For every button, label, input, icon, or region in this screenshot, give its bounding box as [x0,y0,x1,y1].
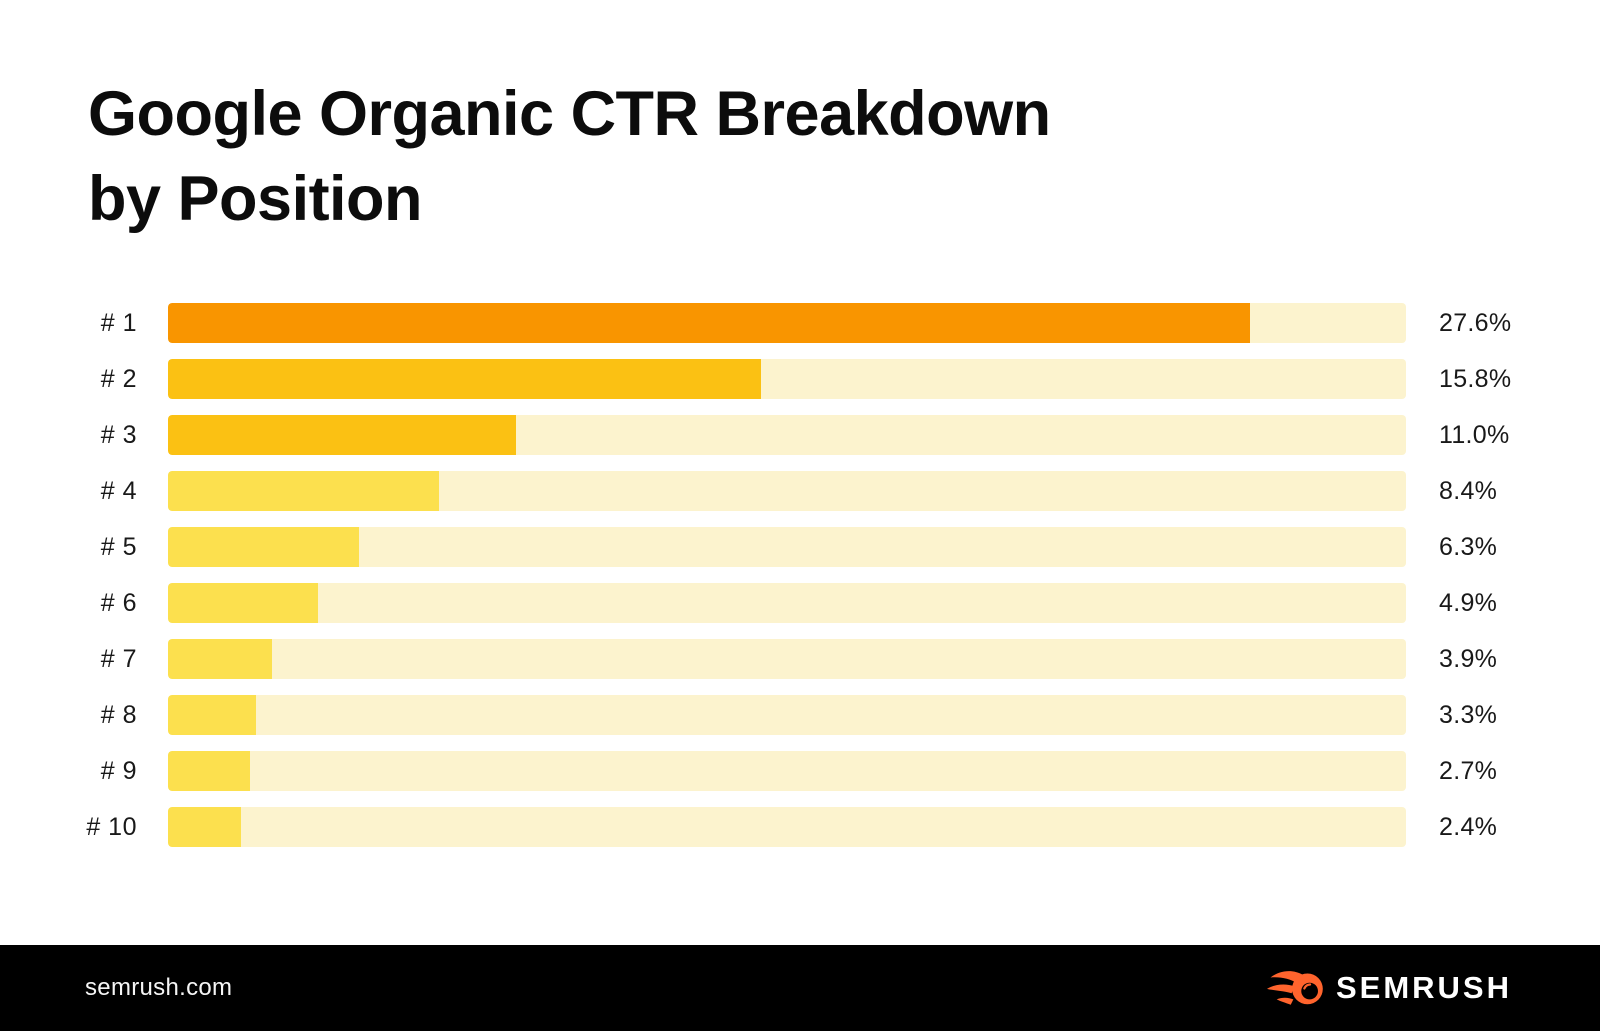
bar-value-label: 27.6% [1439,308,1512,337]
semrush-logo: SEMRUSH [1266,965,1512,1011]
bar-position-label: # 9 [100,756,137,785]
title-line-1: Google Organic CTR Breakdown [88,79,1051,149]
bar-track [168,359,1406,399]
bar-fill [168,415,516,455]
bar-position-label: # 2 [100,364,137,393]
footer: semrush.com SEMRUSH [0,945,1600,1031]
bar-row: # 6 4.9% [0,583,1600,623]
bar-value-label: 2.7% [1439,756,1498,785]
bar-track [168,751,1406,791]
bar-position-label: # 3 [100,420,137,449]
bar-fill [168,303,1250,343]
bar-track [168,639,1406,679]
bar-row: # 9 2.7% [0,751,1600,791]
bar-position-label: # 7 [100,644,137,673]
bar-value-label: 4.9% [1439,588,1498,617]
bar-row: # 8 3.3% [0,695,1600,735]
bar-value-label: 15.8% [1439,364,1512,393]
bar-position-label: # 4 [100,476,137,505]
bar-track [168,695,1406,735]
bar-value-label: 8.4% [1439,476,1498,505]
page-title: Google Organic CTR Breakdown by Position [88,72,1051,242]
bar-fill [168,583,318,623]
bar-position-label: # 10 [86,812,137,841]
bar-value-label: 3.3% [1439,700,1498,729]
bar-row: # 7 3.9% [0,639,1600,679]
bar-row: # 1 27.6% [0,303,1600,343]
bar-track [168,527,1406,567]
bar-value-label: 6.3% [1439,532,1498,561]
bar-track [168,583,1406,623]
bar-fill [168,527,359,567]
bar-value-label: 3.9% [1439,644,1498,673]
bar-value-label: 2.4% [1439,812,1498,841]
bar-fill [168,471,440,511]
bar-row: # 5 6.3% [0,527,1600,567]
semrush-flame-icon [1266,971,1323,1005]
website-url: semrush.com [85,974,233,1001]
bar-row: # 4 8.4% [0,471,1600,511]
bar-row: # 3 11.0% [0,415,1600,455]
bar-track [168,471,1406,511]
ctr-bar-chart: # 1 27.6% # 2 15.8% # 3 11.0% # 4 8.4% # 5 6.3% # … [0,303,1600,863]
brand-wordmark: SEMRUSH [1335,970,1512,1005]
bar-fill [168,639,272,679]
bar-track [168,303,1406,343]
bar-row: # 2 15.8% [0,359,1600,399]
bar-fill [168,807,242,847]
bar-row: # 10 2.4% [0,807,1600,847]
bar-position-label: # 8 [100,700,137,729]
bar-position-label: # 5 [100,532,137,561]
bar-position-label: # 1 [100,308,137,337]
title-line-2: by Position [88,164,423,234]
bar-fill [168,751,250,791]
bar-track [168,415,1406,455]
bar-position-label: # 6 [100,588,137,617]
bar-fill [168,695,256,735]
bar-track [168,807,1406,847]
bar-fill [168,359,761,399]
bar-value-label: 11.0% [1439,420,1510,449]
